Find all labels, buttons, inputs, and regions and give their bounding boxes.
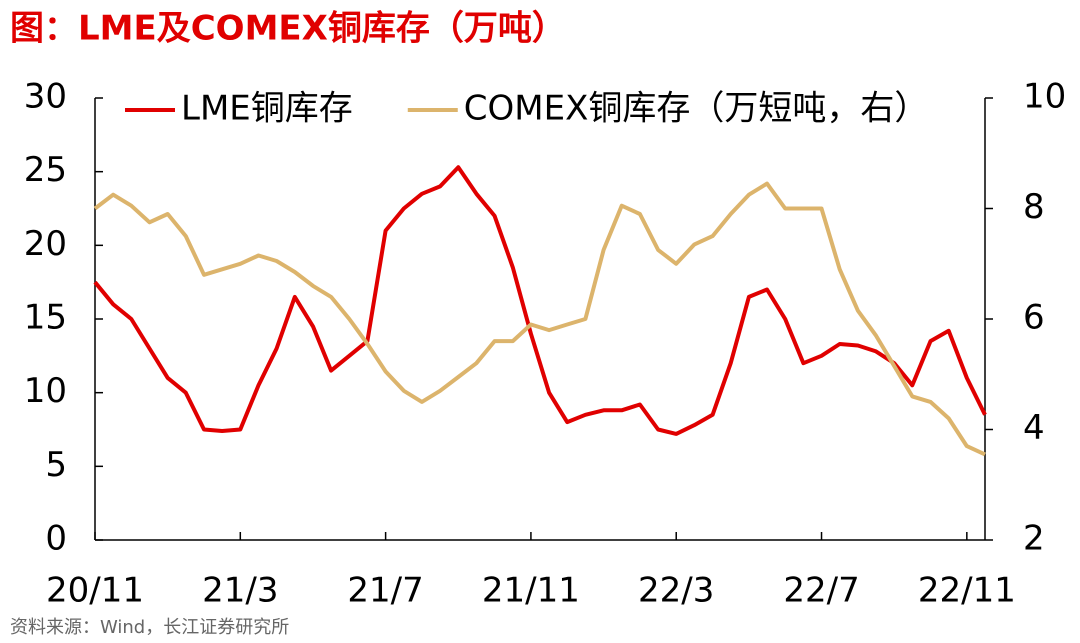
y2-tick-label: 2: [1023, 519, 1045, 559]
y-tick-label: 0: [45, 519, 67, 559]
x-tick-label: 22/3: [638, 571, 714, 611]
legend-label: LME铜库存: [181, 89, 353, 129]
x-tick-label: 20/11: [46, 571, 144, 611]
x-tick-label: 22/7: [783, 571, 859, 611]
x-tick-label: 22/11: [918, 571, 1016, 611]
source-note: 资料来源：Wind，长江证券研究所: [10, 617, 289, 638]
x-tick-label: 21/3: [202, 571, 278, 611]
y-tick-label: 15: [24, 298, 67, 338]
chart-title: 图：LME及COMEX铜库存（万吨）: [10, 9, 566, 49]
y-tick-label: 10: [24, 371, 67, 411]
line-series: [93, 165, 987, 436]
y2-tick-label: 8: [1023, 187, 1045, 227]
line-series: [93, 181, 986, 457]
y-tick-label: 30: [24, 77, 67, 117]
y2-tick-label: 4: [1023, 408, 1045, 448]
x-tick-label: 21/7: [347, 571, 423, 611]
y-tick-label: 5: [45, 445, 67, 485]
y-tick-label: 25: [24, 150, 67, 190]
y2-tick-label: 10: [1023, 77, 1066, 117]
y-tick-label: 20: [24, 224, 67, 264]
legend-label: COMEX铜库存（万短吨，右）: [464, 89, 929, 129]
y2-tick-label: 6: [1023, 298, 1045, 338]
x-tick-label: 21/11: [482, 571, 580, 611]
